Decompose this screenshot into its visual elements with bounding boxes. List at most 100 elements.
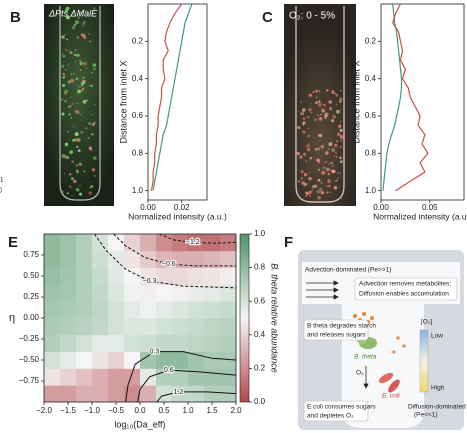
speck — [65, 68, 67, 71]
speck — [76, 102, 78, 104]
plot-frame — [147, 3, 208, 201]
heat-cell — [124, 250, 141, 268]
speck — [60, 190, 64, 194]
colorbar-tick-label: 0.4 — [254, 330, 266, 339]
speck — [82, 99, 87, 104]
heat-cell — [108, 301, 125, 319]
speck — [75, 20, 79, 25]
heat-cell — [124, 284, 141, 302]
y-tick-label: 1.0 — [365, 186, 377, 195]
heat-cell — [220, 334, 237, 352]
speck — [76, 145, 79, 148]
series-line — [382, 3, 403, 191]
heat-cell — [60, 234, 77, 252]
speck — [83, 170, 86, 173]
colorbar-label: B. theta relative abundance — [270, 263, 280, 373]
speck — [331, 148, 336, 152]
speck — [60, 98, 64, 101]
speck — [316, 158, 320, 163]
speck — [92, 156, 97, 161]
contour-label: −0.6 — [162, 261, 176, 268]
speck — [307, 115, 310, 119]
speck — [331, 119, 335, 123]
speck — [340, 89, 342, 92]
heat-cell — [108, 284, 125, 302]
heat-cell — [44, 250, 61, 268]
speck — [76, 36, 80, 39]
heat-cell — [156, 250, 173, 268]
speck — [331, 90, 335, 94]
speck — [310, 111, 312, 114]
x-tick-label: 0.00 — [373, 203, 389, 212]
x-tick-label: 0.0 — [134, 406, 146, 415]
speck — [63, 34, 66, 36]
speck — [335, 156, 338, 158]
heat-cell — [188, 385, 205, 403]
y-tick-label: 0.2 — [132, 36, 144, 45]
x-tick-label: 0.05 — [422, 203, 438, 212]
speck — [321, 109, 325, 113]
speck — [88, 32, 90, 35]
speck — [318, 100, 321, 103]
heat-cell — [60, 301, 77, 319]
heat-cell — [76, 234, 93, 252]
speck — [61, 154, 66, 159]
speck — [314, 148, 317, 151]
diagram-text: Advection removes metabolites; — [359, 281, 451, 288]
speck — [334, 92, 337, 95]
speck — [67, 130, 70, 133]
speck — [68, 104, 72, 108]
y-tick-label: 0.2 — [365, 36, 377, 45]
speck — [88, 84, 91, 87]
heat-cell — [220, 318, 237, 336]
colorbar-tick-label: 0.8 — [254, 263, 266, 272]
speck — [303, 184, 306, 187]
speck — [339, 160, 343, 164]
contour-label: −1.2 — [186, 239, 200, 246]
speck — [305, 191, 309, 195]
speck — [79, 59, 82, 62]
speck — [82, 79, 84, 81]
speck — [339, 156, 342, 160]
speck — [340, 140, 342, 142]
speck — [79, 184, 81, 187]
heat-cell — [92, 351, 109, 369]
heat-cell — [44, 351, 61, 369]
heat-cell — [188, 250, 205, 268]
speck — [316, 190, 320, 194]
speck — [89, 40, 92, 43]
diagram-text: [O₂] — [421, 319, 432, 326]
speck — [316, 96, 318, 99]
heat-cell — [76, 385, 93, 403]
speck — [71, 160, 74, 163]
heat-cell — [220, 250, 237, 268]
speck — [317, 195, 321, 200]
speck — [318, 90, 321, 92]
heat-cell — [60, 385, 77, 403]
heat-cell — [188, 301, 205, 319]
heat-cell — [220, 368, 237, 386]
speck — [91, 168, 96, 172]
speck — [300, 113, 302, 116]
speck — [74, 132, 79, 137]
heat-cell — [140, 385, 157, 403]
colorbar-tick-label: 0.0 — [254, 397, 266, 406]
speck — [82, 25, 84, 28]
speck — [297, 110, 299, 112]
speck — [76, 169, 79, 172]
speck — [64, 8, 69, 13]
heat-cell — [220, 284, 237, 302]
speck — [66, 156, 70, 160]
speck — [296, 151, 300, 156]
diagram-text: B theta degrades starch — [307, 323, 376, 330]
speck — [328, 184, 331, 188]
y-tick-label: 0.6 — [132, 111, 144, 120]
speck — [334, 151, 337, 154]
speck — [81, 80, 86, 85]
diagram-text: B. theta — [354, 354, 377, 361]
speck — [71, 26, 76, 30]
speck — [327, 179, 330, 181]
heat-cell — [220, 267, 237, 285]
speck — [317, 147, 321, 151]
speck — [93, 175, 96, 177]
